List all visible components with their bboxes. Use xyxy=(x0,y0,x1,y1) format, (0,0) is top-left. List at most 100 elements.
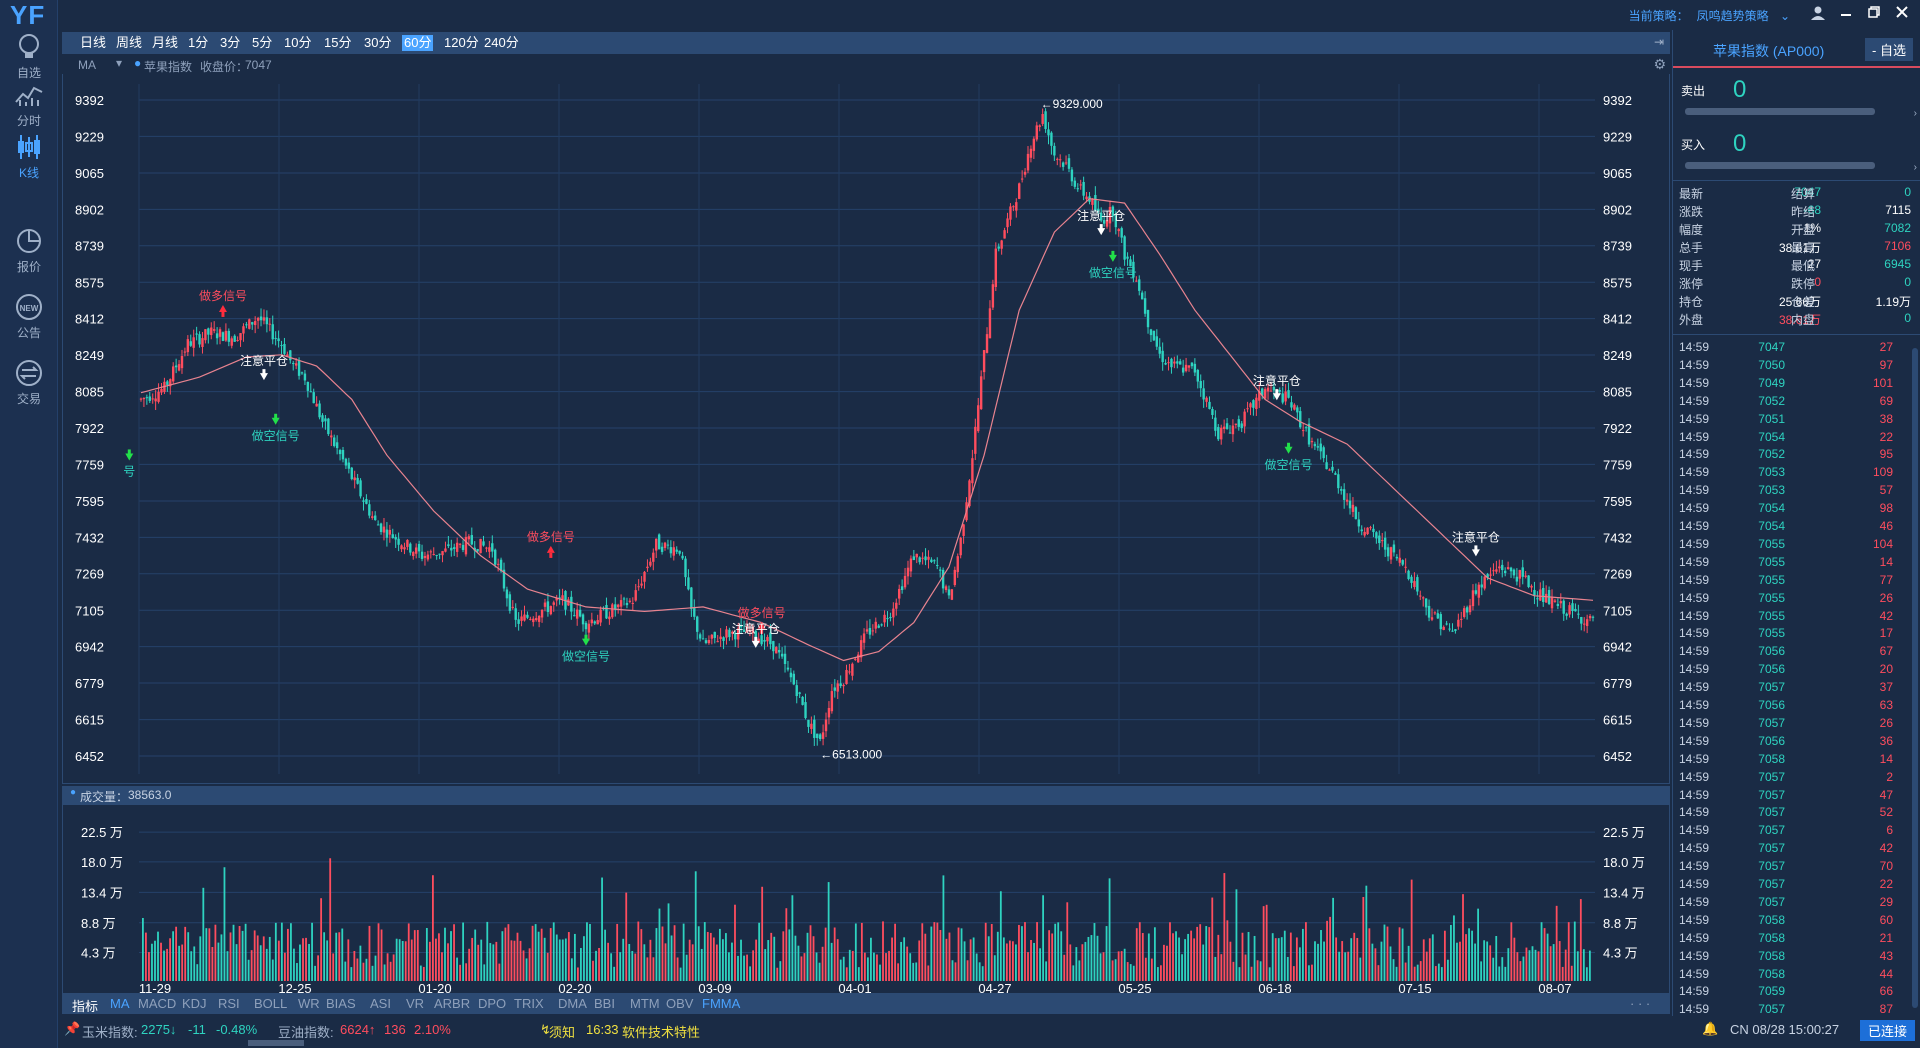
scroll-right-icon[interactable]: › xyxy=(1913,108,1917,119)
remove-watchlist-button[interactable]: - 自选 xyxy=(1865,38,1913,61)
candle-body xyxy=(1041,114,1044,124)
nav-item-trade[interactable]: 交易 xyxy=(0,358,58,407)
candle-body xyxy=(619,600,623,607)
tick-scrollbar[interactable] xyxy=(1912,348,1918,1008)
notice-label[interactable]: 须知 xyxy=(549,1025,576,1040)
tick-time: 14:59 xyxy=(1679,536,1710,551)
minimize-icon[interactable] xyxy=(1836,5,1856,23)
period-tab[interactable]: 120分 xyxy=(444,35,479,50)
volume-bar xyxy=(876,954,878,981)
candle-body xyxy=(1316,446,1320,448)
period-tab[interactable]: 10分 xyxy=(284,35,312,50)
nav-item-quotes[interactable]: 报价 xyxy=(0,226,58,275)
ma-selector[interactable]: MA xyxy=(78,58,96,72)
volume-chart[interactable]: 22.5 万 22.5 万 18.0 万 18.0 万 13.4 万 13.4 万 8.8 … xyxy=(62,804,1671,996)
indicator-tab[interactable]: BIAS xyxy=(326,996,356,1011)
close-icon[interactable] xyxy=(1892,5,1912,23)
period-tab[interactable]: 周线 xyxy=(116,35,143,50)
arrow-up-icon xyxy=(757,621,766,629)
volume-bar xyxy=(954,962,957,981)
volume-bar xyxy=(628,943,631,981)
collapse-icon[interactable]: ⇥ xyxy=(1653,35,1664,49)
tick-volume: 101 xyxy=(1872,375,1893,390)
candle-body xyxy=(259,316,263,321)
candle-body xyxy=(930,559,933,563)
indicator-tab[interactable]: DPO xyxy=(478,996,507,1011)
signal-marker: 做空信号 xyxy=(562,634,610,664)
volume-bar xyxy=(604,929,606,981)
indicator-tab[interactable]: BBI xyxy=(594,996,615,1011)
volume-bar xyxy=(981,966,984,981)
volume-bar xyxy=(752,950,755,981)
volume-bar xyxy=(824,927,827,981)
indicator-tab[interactable]: MA xyxy=(110,996,130,1011)
indicator-tab[interactable]: RSI xyxy=(218,996,240,1011)
candle-body xyxy=(1020,178,1024,180)
candle-body xyxy=(1340,489,1343,491)
indicator-tab[interactable]: WR xyxy=(298,996,320,1011)
indicator-tab[interactable]: FMMA xyxy=(702,996,741,1011)
candle-body xyxy=(1146,309,1150,328)
candle-body xyxy=(1588,615,1592,619)
indicator-tab[interactable]: DMA xyxy=(558,996,587,1011)
period-tab[interactable]: 15分 xyxy=(324,35,352,50)
volume-bar xyxy=(492,944,495,981)
volume-bar xyxy=(220,934,223,981)
volume-bar xyxy=(1567,922,1570,981)
indicator-tab[interactable]: VR xyxy=(406,996,425,1011)
volume-bar xyxy=(694,871,697,981)
pin-icon[interactable]: 📌 xyxy=(64,1021,81,1036)
tick-volume: 95 xyxy=(1879,447,1893,462)
candle-body xyxy=(704,640,708,643)
indicator-tab[interactable]: OBV xyxy=(666,996,694,1011)
tick-price: 7052 xyxy=(1758,447,1785,462)
volume-bar xyxy=(1253,935,1256,981)
nav-item-intraday[interactable]: 分时 xyxy=(0,80,58,129)
user-icon[interactable] xyxy=(1808,5,1828,23)
indicator-tab[interactable]: TRIX xyxy=(514,996,544,1011)
period-tab[interactable]: 60分 xyxy=(402,35,434,51)
volume-bar xyxy=(510,940,513,981)
volume-bar xyxy=(519,940,522,981)
period-tab[interactable]: 3分 xyxy=(220,35,241,50)
volume-svg[interactable]: 22.5 万 22.5 万 18.0 万 18.0 万 13.4 万 13.4 万 8.8 … xyxy=(63,805,1671,996)
tick-row: 14:59 7058 60 xyxy=(1673,913,1909,931)
restore-icon[interactable] xyxy=(1864,5,1884,23)
notice-text[interactable]: 软件技术特性 xyxy=(622,1025,701,1040)
gear-icon[interactable]: ⚙ xyxy=(1653,56,1666,72)
caret-down-icon[interactable]: ▾ xyxy=(116,56,123,70)
period-tab[interactable]: 240分 xyxy=(484,35,519,50)
indicator-tab[interactable]: MTM xyxy=(630,996,660,1011)
scrollbar-thumb[interactable] xyxy=(248,1040,304,1046)
indicator-tab[interactable]: KDJ xyxy=(182,996,207,1011)
volume-bar xyxy=(154,940,156,981)
indicator-tab[interactable]: ARBR xyxy=(434,996,471,1011)
period-tab[interactable]: 日线 xyxy=(80,35,107,50)
indicator-tab[interactable]: MACD xyxy=(138,996,177,1011)
volume-bar xyxy=(549,928,552,981)
strategy-selector[interactable]: 当前策略： 凤鸣趋势策略 ⌄ xyxy=(1629,7,1790,24)
volume-bar xyxy=(277,940,280,981)
nav-item-kline[interactable]: K线 xyxy=(0,132,58,181)
period-tab[interactable]: 1分 xyxy=(188,35,209,50)
period-tab[interactable]: 5分 xyxy=(252,35,273,50)
nav-item-watchlist[interactable]: 自选 xyxy=(0,32,58,81)
kline-svg[interactable]: 9392 9392 9229 9229 9065 9065 8902 8902 8739 8739… xyxy=(63,74,1671,784)
period-tab[interactable]: 30分 xyxy=(364,35,392,50)
more-icon[interactable]: · · · xyxy=(1630,996,1651,1011)
candle-body xyxy=(1360,529,1363,532)
quote-label: 最高 xyxy=(1791,241,1816,255)
indicator-tab[interactable]: BOLL xyxy=(254,996,288,1011)
tick-volume: 17 xyxy=(1879,626,1893,641)
period-tab[interactable]: 月线 xyxy=(152,35,179,50)
nav-item-announcements[interactable]: NEW 公告 xyxy=(0,292,58,341)
volume-bar xyxy=(1220,954,1223,981)
tick-time: 14:59 xyxy=(1679,966,1710,981)
candle-body xyxy=(950,589,954,600)
volume-bar xyxy=(561,939,564,981)
indicator-tab[interactable]: ASI xyxy=(370,996,391,1011)
scroll-right-icon[interactable]: › xyxy=(1913,162,1917,173)
kline-chart[interactable]: 9392 9392 9229 9229 9065 9065 8902 8902 8739 8739… xyxy=(62,74,1670,784)
candle-body xyxy=(941,569,945,589)
bell-icon[interactable]: 🔔 xyxy=(1702,1021,1719,1036)
